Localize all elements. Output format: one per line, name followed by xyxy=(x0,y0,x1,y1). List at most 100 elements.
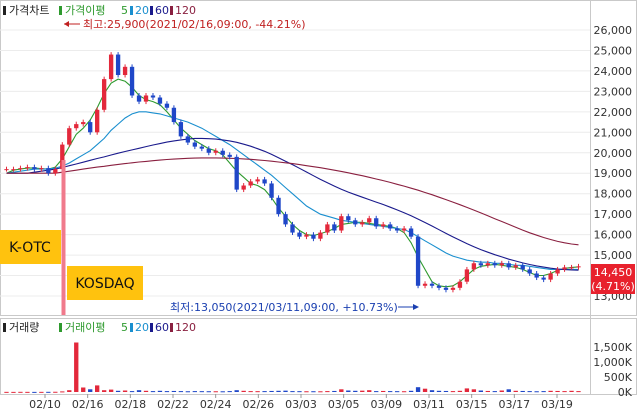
volume-bar xyxy=(206,391,211,393)
candle-body xyxy=(520,265,525,270)
candle-body xyxy=(248,181,253,186)
volume-bar xyxy=(88,389,93,392)
volume-bar xyxy=(192,391,197,393)
candle-body xyxy=(262,179,267,184)
volume-bar xyxy=(471,389,477,392)
candle-body xyxy=(562,267,567,270)
candle-body xyxy=(234,156,239,190)
candle-body xyxy=(485,263,490,266)
volume-legend-title: 거래량 xyxy=(9,321,39,334)
candle-body xyxy=(304,234,309,237)
volume-bar xyxy=(408,390,414,392)
price-y-tick-label: 21,000 xyxy=(594,126,633,139)
volume-bar xyxy=(492,391,497,393)
candle-body xyxy=(46,168,51,174)
volume-ma-60-marker xyxy=(150,323,153,332)
x-tick-label: 03/09 xyxy=(370,398,402,409)
volume-bar xyxy=(436,390,442,392)
ma-line-120 xyxy=(6,157,579,246)
volume-bar xyxy=(318,391,323,393)
volume-bar xyxy=(332,390,337,392)
volume-bar xyxy=(4,391,9,393)
candle-body xyxy=(157,97,163,104)
volume-ma-period-5: 5 xyxy=(121,321,128,334)
volume-bar xyxy=(506,389,511,392)
candle-body xyxy=(346,216,351,221)
volume-bar xyxy=(129,391,135,393)
candle-body xyxy=(576,266,581,268)
volume-bar xyxy=(101,390,107,392)
volume-bar xyxy=(255,391,260,393)
volume-panel-frame xyxy=(0,318,637,395)
candle-body xyxy=(464,269,470,282)
candle-body xyxy=(499,263,504,266)
volume-bar xyxy=(227,391,232,393)
low-annotation-arrowhead xyxy=(413,304,419,310)
price-y-tick-label: 20,000 xyxy=(594,147,633,160)
candle-body xyxy=(318,232,323,239)
candle-body xyxy=(115,54,121,76)
high-annotation-arrowhead xyxy=(64,21,69,27)
candle-body xyxy=(164,103,170,108)
volume-bar xyxy=(171,390,177,392)
volume-bar xyxy=(157,390,163,392)
volume-ma-period-60: 60 xyxy=(155,321,169,334)
candle-body xyxy=(534,273,539,278)
volume-bar xyxy=(150,391,156,393)
ma-line-20 xyxy=(6,111,579,270)
candle-body xyxy=(541,277,546,280)
volume-bar xyxy=(381,390,386,392)
candle-body xyxy=(150,95,156,98)
volume-bar xyxy=(283,390,288,392)
high-annotation-text: 최고:25,900(2021/02/16,09:00, -44.21%) xyxy=(83,18,306,31)
x-tick-label: 03/11 xyxy=(413,398,445,409)
k-otc-badge-label: K-OTC xyxy=(9,240,51,256)
volume-bar xyxy=(360,390,365,392)
volume-bar xyxy=(346,390,351,392)
price-ma-legend-marker xyxy=(59,6,62,15)
x-tick-label: 02/10 xyxy=(29,398,61,409)
volume-bar xyxy=(569,390,574,392)
current-price-value: 14,450 xyxy=(594,266,633,279)
candle-body xyxy=(401,228,407,231)
volume-bar xyxy=(485,390,490,392)
k-otc-badge xyxy=(0,230,61,264)
volume-bar xyxy=(429,390,435,392)
price-y-tick-label: 23,000 xyxy=(594,85,633,98)
candle-body xyxy=(450,287,456,290)
volume-bar xyxy=(213,391,218,393)
x-tick-label: 03/03 xyxy=(285,398,317,409)
price-y-tick-label: 15,000 xyxy=(594,249,633,262)
price-ma-period-20: 20 xyxy=(135,4,149,17)
candle-body xyxy=(95,109,100,133)
candle-body xyxy=(381,224,386,227)
candle-body xyxy=(171,107,177,123)
candle-body xyxy=(122,66,128,76)
x-tick-label: 03/15 xyxy=(456,398,488,409)
volume-bar xyxy=(164,391,170,393)
candle-body xyxy=(555,269,560,274)
price-ma-legend-label: 가격이평 xyxy=(65,4,105,17)
volume-bar xyxy=(122,390,128,392)
volume-bar xyxy=(527,391,532,393)
candle-body xyxy=(227,154,232,157)
volume-bar xyxy=(81,387,86,392)
candle-body xyxy=(513,265,518,268)
volume-ma-legend-marker xyxy=(59,323,62,332)
price-legend-marker xyxy=(3,6,6,15)
volume-bar xyxy=(464,388,470,392)
candle-body xyxy=(241,185,246,190)
volume-legend-marker xyxy=(3,323,6,332)
volume-bar xyxy=(262,391,267,393)
volume-bar xyxy=(11,391,16,393)
volume-y-tick-label: 1,000K xyxy=(593,356,632,369)
price-y-tick-label: 24,000 xyxy=(594,65,633,78)
candle-body xyxy=(415,236,421,286)
candle-body xyxy=(374,218,379,227)
price-ma-120-marker xyxy=(170,6,173,15)
candle-body xyxy=(478,263,484,266)
volume-bar xyxy=(199,391,204,393)
candle-body xyxy=(332,224,337,231)
candle-body xyxy=(88,122,93,133)
